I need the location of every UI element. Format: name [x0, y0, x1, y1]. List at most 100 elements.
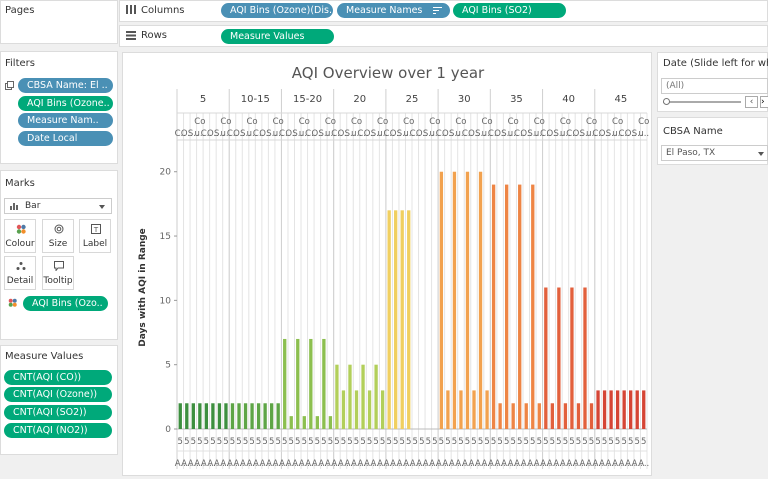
sub-header: u..: [351, 129, 362, 139]
bottom-label: A..: [462, 459, 473, 469]
bottom-label: 5: [641, 437, 646, 447]
measure-pill-co[interactable]: CNT(AQI (CO)): [4, 370, 112, 385]
filter-pill-cbsa[interactable]: CBSA Name: El ..: [18, 78, 113, 93]
bottom-label: 5: [602, 437, 607, 447]
slider-handle[interactable]: [663, 98, 670, 105]
bottom-label: A..: [638, 459, 649, 469]
bottom-label: 5: [191, 437, 196, 447]
bottom-label: 5: [373, 437, 378, 447]
bottom-label: A..: [214, 459, 225, 469]
sub-header: C..: [227, 129, 238, 139]
slider-next-button[interactable]: ›: [760, 96, 768, 108]
sub-header: O..: [285, 129, 297, 139]
tooltip-button[interactable]: Tooltip: [42, 256, 74, 290]
bottom-label: A..: [606, 459, 617, 469]
detail-icon: [16, 262, 26, 270]
sub-header: u..: [221, 129, 232, 139]
bottom-label: A..: [560, 459, 571, 469]
date-filter-input[interactable]: (All): [661, 78, 768, 94]
cbsa-filter-select[interactable]: El Paso, TX: [661, 145, 768, 161]
bar: [289, 416, 293, 429]
bottom-label: A..: [266, 459, 277, 469]
bottom-label: 5: [537, 437, 542, 447]
y-axis-label: Days with AQI in Range: [138, 228, 148, 347]
bar: [570, 287, 574, 429]
detail-button[interactable]: Detail: [4, 256, 36, 290]
marks-colour-pill[interactable]: AQI Bins (Ozo..: [23, 296, 108, 311]
sub-header: O..: [364, 129, 376, 139]
bar: [537, 403, 541, 429]
colour-legend-icon: [8, 298, 17, 307]
columns-pill-measure-names[interactable]: Measure Names: [337, 3, 450, 18]
group-header: 10-15: [241, 94, 270, 105]
mark-type-value: Bar: [25, 201, 41, 211]
sub-header: O..: [625, 129, 637, 139]
bar: [511, 403, 515, 429]
bar-chart-icon: [10, 203, 18, 210]
sub-header: Co: [638, 117, 649, 127]
sub-header: C..: [175, 129, 186, 139]
label-button[interactable]: T Label: [79, 219, 111, 253]
size-button[interactable]: Size: [42, 219, 74, 253]
bottom-label: 5: [197, 437, 202, 447]
measure-pill-so2[interactable]: CNT(AQI (SO2)): [4, 405, 112, 420]
columns-pill-aqi-so2[interactable]: AQI Bins (SO2): [453, 3, 566, 18]
date-filter-title: Date (Slide left for whol..: [663, 58, 768, 69]
bottom-label: A..: [397, 459, 408, 469]
filter-pill-measure-names[interactable]: Measure Nam..: [18, 113, 113, 128]
bottom-label: A..: [331, 459, 342, 469]
bottom-label: A..: [371, 459, 382, 469]
bottom-label: A..: [612, 459, 623, 469]
bar: [276, 403, 280, 429]
rows-pill-measure-values[interactable]: Measure Values: [221, 29, 334, 44]
measure-values-title: Measure Values: [5, 351, 84, 362]
slider-prev-button[interactable]: ‹: [745, 96, 758, 108]
bottom-label: 5: [275, 437, 280, 447]
colour-button[interactable]: Colour: [4, 219, 36, 253]
sub-header: Co: [220, 117, 231, 127]
bottom-label: A..: [175, 459, 186, 469]
date-slider[interactable]: [663, 98, 741, 105]
bottom-label: A..: [436, 459, 447, 469]
bottom-label: A..: [442, 459, 453, 469]
rows-icon: [126, 31, 136, 40]
mark-type-select[interactable]: Bar: [4, 198, 112, 214]
rows-shelf[interactable]: [119, 25, 768, 47]
sub-header: u..: [325, 129, 336, 139]
sub-header: u..: [247, 129, 258, 139]
sub-header: O..: [259, 129, 271, 139]
bar: [589, 403, 594, 429]
bottom-label: 5: [230, 437, 235, 447]
bottom-label: 5: [223, 437, 228, 447]
y-tick-label: 20: [160, 168, 172, 178]
filter-pill-aqi-ozone[interactable]: AQI Bins (Ozone..: [18, 96, 113, 111]
bottom-label: 5: [569, 437, 574, 447]
bottom-label: 5: [262, 437, 267, 447]
bottom-label: A..: [625, 459, 636, 469]
bar: [341, 390, 346, 429]
bottom-label: A..: [227, 459, 238, 469]
sub-header: S..: [214, 129, 225, 139]
filter-pill-date-local[interactable]: Date Local: [18, 131, 113, 146]
bottom-label: 5: [315, 437, 320, 447]
bottom-label: 5: [432, 437, 437, 447]
columns-pill-aqi-ozone[interactable]: AQI Bins (Ozone)(Dis..: [221, 3, 333, 18]
label-icon: T: [91, 224, 101, 234]
bottom-label: A..: [423, 459, 434, 469]
bar: [498, 403, 502, 429]
pages-panel: Pages: [0, 0, 118, 44]
bar: [407, 210, 411, 429]
sub-header: C..: [410, 129, 421, 139]
bar: [642, 390, 646, 429]
bottom-label: 5: [204, 437, 209, 447]
bottom-label: 5: [289, 437, 294, 447]
bottom-label: A..: [482, 459, 493, 469]
sub-header: C..: [253, 129, 264, 139]
bar: [256, 403, 261, 429]
measure-pill-ozone[interactable]: CNT(AQI (Ozone)): [4, 387, 112, 402]
size-icon: [54, 224, 64, 234]
measure-pill-no2[interactable]: CNT(AQI (NO2)): [4, 423, 112, 438]
bottom-label: A..: [338, 459, 349, 469]
bottom-label: 5: [465, 437, 470, 447]
bottom-label: A..: [201, 459, 212, 469]
